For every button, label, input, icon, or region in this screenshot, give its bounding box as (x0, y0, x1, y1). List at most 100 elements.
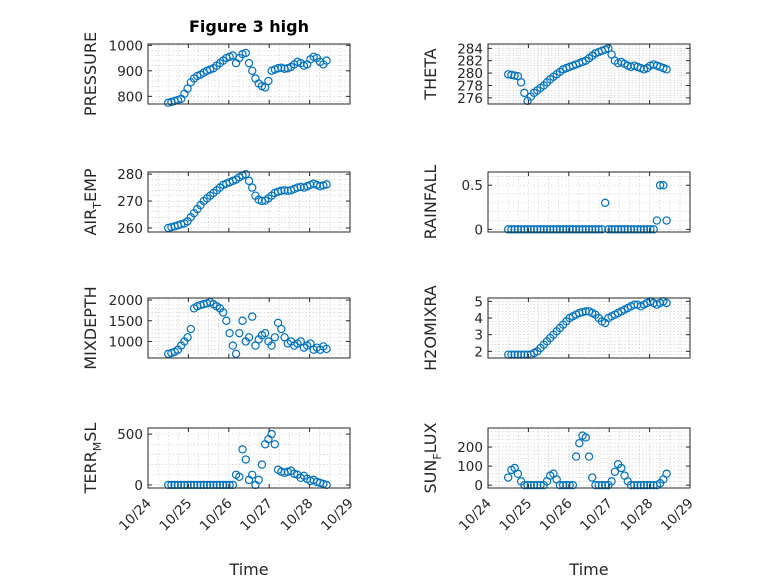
data-point-terr_msl-4 (176, 480, 186, 490)
data-point-sun_flux-38 (626, 480, 636, 490)
y-tick-label: 270 (117, 194, 143, 210)
data-point-mixdepth-20 (228, 341, 238, 350)
axes-frame (487, 43, 691, 105)
data-point-air_temp-36 (280, 186, 289, 195)
data-point-terr_msl-10 (196, 480, 205, 490)
y-tick-label: 200 (457, 440, 483, 456)
data-point-mixdepth-33 (270, 333, 280, 342)
y-axis-label-rest: SL (81, 423, 100, 442)
x-tick-label: 10/28 (618, 496, 657, 535)
data-point-mixdepth-35 (277, 324, 286, 334)
data-point-sun_flux-18 (562, 480, 571, 490)
data-point-mixdepth-49 (322, 344, 331, 354)
data-point-rainfall-6 (523, 225, 532, 234)
axes-frame (147, 297, 351, 359)
data-point-mixdepth-22 (235, 328, 244, 338)
y-tick-label: 2000 (109, 293, 143, 309)
data-point-rainfall-18 (562, 225, 571, 234)
data-point-rainfall-39 (630, 225, 639, 234)
data-point-rainfall-2 (510, 225, 519, 234)
data-point-terr_msl-0 (163, 480, 173, 490)
data-point-rainfall-8 (529, 225, 539, 234)
data-point-terr_msl-14 (209, 480, 218, 490)
data-point-rainfall-33 (610, 225, 620, 234)
y-tick-label: 100 (457, 459, 483, 475)
data-point-mixdepth-18 (222, 316, 231, 325)
y-axis-label-main: SUN (421, 460, 440, 494)
data-point-sun_flux-40 (633, 480, 642, 490)
data-point-theta-49 (662, 65, 671, 74)
data-point-rainfall-22 (575, 225, 584, 234)
data-point-air_temp-26 (248, 183, 257, 192)
x-tick-label: 10/25 (496, 496, 535, 535)
panel-terr_msl: 0 500 10/24 10/25 10/26 10/27 10/28 10/29 Time TE… (81, 423, 357, 579)
data-point-sun_flux-24 (581, 433, 590, 442)
data-point-sun_flux-35 (617, 463, 626, 473)
data-point-terr_msl-13 (206, 480, 215, 490)
data-point-air_temp-25 (244, 176, 254, 186)
data-point-terr_msl-9 (193, 480, 202, 490)
data-point-pressure-25 (244, 58, 254, 68)
y-tick-label: 1000 (109, 38, 143, 54)
data-point-terr_msl-16 (215, 480, 225, 490)
data-point-rainfall-24 (581, 225, 590, 234)
y-tick-label: 276 (457, 91, 483, 107)
data-point-rainfall-11 (539, 225, 548, 234)
data-point-mixdepth-6 (183, 333, 192, 342)
data-point-terr_msl-11 (199, 480, 208, 490)
data-point-rainfall-44 (646, 225, 655, 234)
data-point-rainfall-3 (513, 225, 523, 234)
chart-title: Figure 3 high (189, 17, 309, 36)
data-point-rainfall-0 (504, 225, 513, 234)
data-point-rainfall-14 (549, 225, 558, 234)
y-tick-label: 3 (474, 328, 483, 344)
y-tick-label: 0.5 (462, 178, 483, 194)
panel-sun_flux: 0 100 200 10/24 10/25 10/26 10/27 10/28 10/29 Tim… (421, 422, 697, 579)
data-point-pressure-49 (322, 56, 331, 65)
y-tick-label: 280 (117, 167, 143, 183)
data-point-sun_flux-17 (558, 480, 568, 490)
data-point-pressure-6 (183, 84, 192, 93)
data-point-sun_flux-42 (639, 480, 649, 490)
y-axis-label-subscript: T (91, 202, 104, 210)
y-axis-label: THETA (421, 48, 440, 100)
y-tick-label: 2 (474, 344, 483, 360)
panel-pressure: 800 900 1000 PRESSURE Figure 3 high (81, 17, 351, 116)
y-tick-label: 0 (474, 222, 483, 238)
data-point-rainfall-37 (623, 225, 632, 234)
data-point-mixdepth-25 (244, 333, 254, 342)
y-axis-label: AIRTEMP (81, 168, 104, 235)
x-tick-label: 10/24 (456, 496, 495, 535)
x-tick-label: 10/24 (116, 496, 155, 535)
data-point-rainfall-25 (584, 225, 594, 234)
data-point-rainfall-9 (533, 225, 542, 234)
y-axis-label-main: AIR (81, 209, 100, 236)
data-point-sun_flux-39 (630, 480, 639, 490)
axes-frame (147, 427, 351, 489)
data-point-sun_flux-19 (565, 480, 574, 490)
data-point-sun_flux-16 (555, 480, 565, 490)
data-point-pressure-31 (264, 76, 273, 86)
data-point-rainfall-4 (516, 225, 526, 234)
data-point-sun_flux-25 (584, 452, 594, 461)
data-point-h2omixra-49 (662, 298, 671, 308)
data-point-rainfall-47 (655, 181, 665, 190)
y-axis-label: MIXDEPTH (81, 286, 100, 369)
y-tick-label: 278 (457, 78, 483, 94)
x-tick-label: 10/27 (577, 496, 616, 535)
data-point-air_temp-35 (277, 186, 286, 196)
y-axis-label-subscript: F (431, 453, 444, 459)
data-point-sun_flux-3 (513, 469, 523, 478)
y-axis-label-main: TERR (81, 451, 100, 494)
data-point-theta-4 (516, 78, 526, 87)
data-point-rainfall-46 (652, 216, 662, 225)
axes-frame (487, 427, 691, 489)
data-point-rainfall-23 (578, 225, 587, 234)
data-point-rainfall-36 (620, 225, 629, 234)
data-point-rainfall-28 (594, 225, 603, 234)
data-point-mixdepth-21 (231, 349, 241, 359)
data-point-air_temp-41 (296, 182, 305, 191)
data-point-rainfall-31 (604, 225, 613, 234)
data-point-mixdepth-32 (267, 341, 276, 350)
y-axis-label: SUNFLUX (421, 422, 444, 493)
